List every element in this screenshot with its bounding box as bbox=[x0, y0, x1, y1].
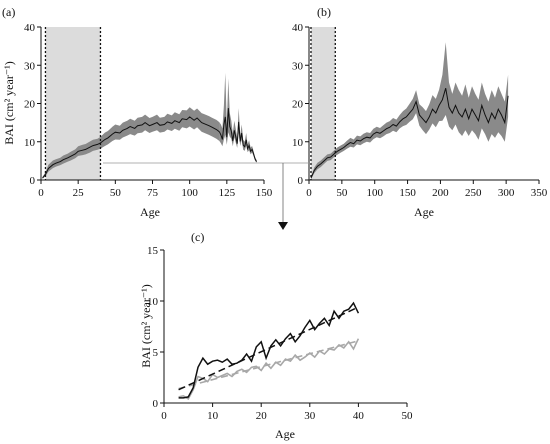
panel-c-y-tick-label: 5 bbox=[153, 347, 159, 359]
panel-b-x-tick-label: 0 bbox=[306, 187, 312, 199]
panel-a-y-tick-label: 40 bbox=[24, 22, 36, 34]
panel-a-y-tick-label: 20 bbox=[24, 99, 36, 111]
panel-a-x-tick-label: 50 bbox=[110, 187, 122, 199]
b-mean-line bbox=[310, 88, 509, 179]
zoom-connector bbox=[103, 162, 309, 230]
panel-c-y-tick-label: 10 bbox=[147, 296, 159, 308]
panel-b-x-tick-label: 50 bbox=[336, 187, 348, 199]
panel-b-label: (b) bbox=[317, 5, 331, 19]
panel-a-y-label: BAI (cm² year⁻¹) bbox=[2, 61, 16, 145]
panel-a-x-tick-label: 125 bbox=[219, 187, 236, 199]
panel-c-x-tick-label: 10 bbox=[207, 410, 219, 422]
panel-b-y-tick-label: 10 bbox=[292, 137, 304, 149]
panel-a-x-tick-label: 75 bbox=[147, 187, 159, 199]
panel-a-y-tick-label: 30 bbox=[24, 60, 36, 72]
panel-c-y-tick-label: 15 bbox=[147, 245, 159, 257]
panel-b-x-tick-label: 200 bbox=[432, 187, 449, 199]
panel-b-x-tick-label: 150 bbox=[399, 187, 416, 199]
panel-a-y-tick-label: 10 bbox=[24, 137, 36, 149]
panel-c-dark-solid-line bbox=[178, 301, 360, 399]
panel-b-x-tick-label: 300 bbox=[498, 187, 515, 199]
panel-a-x-tick-label: 100 bbox=[181, 187, 198, 199]
panel-b-y-tick-label: 0 bbox=[298, 175, 304, 187]
panel-c-x-tick-label: 20 bbox=[256, 410, 268, 422]
panel-b-x-tick-label: 100 bbox=[366, 187, 383, 199]
panel-b-x-tick-label: 250 bbox=[465, 187, 482, 199]
panel-a-x-tick-label: 0 bbox=[38, 187, 44, 199]
panel-b-x-tick-label: 350 bbox=[531, 187, 548, 199]
panel-a: (a) 0 25 50 75 100 125 150 0 10 20 30 40 Age BAI (c… bbox=[2, 5, 273, 219]
panel-b: (b) 0 50 100 150 200 250 300 350 0 10 20 30 40 Age bbox=[292, 5, 548, 219]
panel-a-x-tick-label: 25 bbox=[73, 187, 85, 199]
panel-c-x-label: Age bbox=[275, 427, 295, 441]
a-mean-line bbox=[218, 108, 258, 162]
panel-c-label: (c) bbox=[191, 230, 204, 244]
panel-a-label: (a) bbox=[2, 5, 15, 19]
panel-b-x-label: Age bbox=[414, 205, 434, 219]
panel-b-y-tick-label: 20 bbox=[292, 99, 304, 111]
panel-b-y-tick-label: 30 bbox=[292, 60, 304, 72]
panel-c-light-dashed-line bbox=[178, 340, 359, 390]
panel-c-y-label: BAI (cm² year⁻¹) bbox=[139, 284, 153, 368]
panel-a-y-tick-label: 0 bbox=[30, 175, 36, 187]
a-mean-line bbox=[42, 116, 220, 179]
panel-b-y-tick-label: 40 bbox=[292, 22, 304, 34]
a-confidence-band bbox=[42, 107, 220, 179]
panel-c-light-solid-line bbox=[178, 338, 360, 401]
panel-c-x-tick-label: 30 bbox=[304, 410, 316, 422]
a-confidence-band bbox=[219, 72, 257, 163]
panel-c-x-tick-label: 0 bbox=[161, 410, 167, 422]
b-confidence-band bbox=[311, 42, 509, 180]
panel-c-x-tick-label: 50 bbox=[402, 410, 414, 422]
panel-c-x-tick-label: 40 bbox=[353, 410, 365, 422]
panel-a-x-tick-label: 150 bbox=[256, 187, 273, 199]
panel-c-y-tick-label: 0 bbox=[153, 398, 159, 410]
panel-a-x-label: Age bbox=[140, 205, 160, 219]
panel-c: (c) 0 10 20 30 40 50 0 5 10 15 Age BAI (cm² year⁻… bbox=[139, 230, 413, 441]
connector-arrow-icon bbox=[278, 222, 288, 230]
